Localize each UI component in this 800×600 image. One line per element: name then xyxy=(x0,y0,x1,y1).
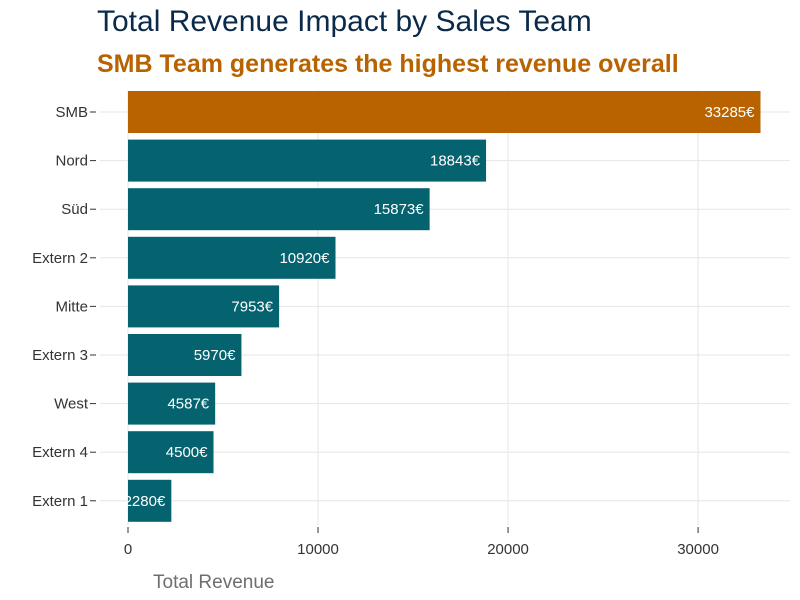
category-label: Extern 2 xyxy=(32,250,88,267)
chart-title: Total Revenue Impact by Sales Team xyxy=(97,5,592,38)
bar xyxy=(128,382,216,425)
bar xyxy=(128,334,242,376)
category-label: Extern 1 xyxy=(32,493,88,510)
chart-subtitle: SMB Team generates the highest revenue o… xyxy=(97,50,679,78)
category-label: West xyxy=(54,396,89,413)
bar xyxy=(128,188,430,231)
category-label: Nord xyxy=(55,153,88,170)
bar xyxy=(128,236,336,279)
bar-value-label: 15873€ xyxy=(374,201,425,218)
bar-value-label: 33285€ xyxy=(704,104,755,121)
category-label: SMB xyxy=(55,104,88,121)
category-label: Mitte xyxy=(55,298,88,315)
bar-value-label: 7953€ xyxy=(231,298,273,315)
bar-value-label: 2280€ xyxy=(124,493,166,510)
bar xyxy=(128,91,761,133)
x-tick-label: 10000 xyxy=(297,541,339,558)
bar-value-label: 4500€ xyxy=(166,444,208,461)
category-label: Extern 4 xyxy=(32,444,88,461)
bar xyxy=(128,285,280,328)
axis-layer: SMB Nord Süd Extern 2 Mitte Extern 3 West Exter… xyxy=(32,104,719,558)
category-label: Süd xyxy=(61,201,88,218)
category-label: Extern 3 xyxy=(32,347,88,364)
label-layer: 33285€ 18843€ 15873€ 10920€ 7953€ 5970€ 4587€ 4… xyxy=(124,104,756,510)
bar xyxy=(128,479,172,522)
x-tick-label: 30000 xyxy=(677,541,719,558)
x-tick-label: 20000 xyxy=(487,541,529,558)
bar xyxy=(128,431,214,474)
x-axis-title: Total Revenue xyxy=(153,572,274,593)
bar-value-label: 18843€ xyxy=(430,153,481,170)
bar xyxy=(128,139,487,182)
bar-value-label: 4587€ xyxy=(167,396,209,413)
bar-layer xyxy=(128,91,761,522)
x-tick-label: 0 xyxy=(124,541,132,558)
bar-value-label: 10920€ xyxy=(279,250,330,267)
bar-value-label: 5970€ xyxy=(194,347,236,364)
